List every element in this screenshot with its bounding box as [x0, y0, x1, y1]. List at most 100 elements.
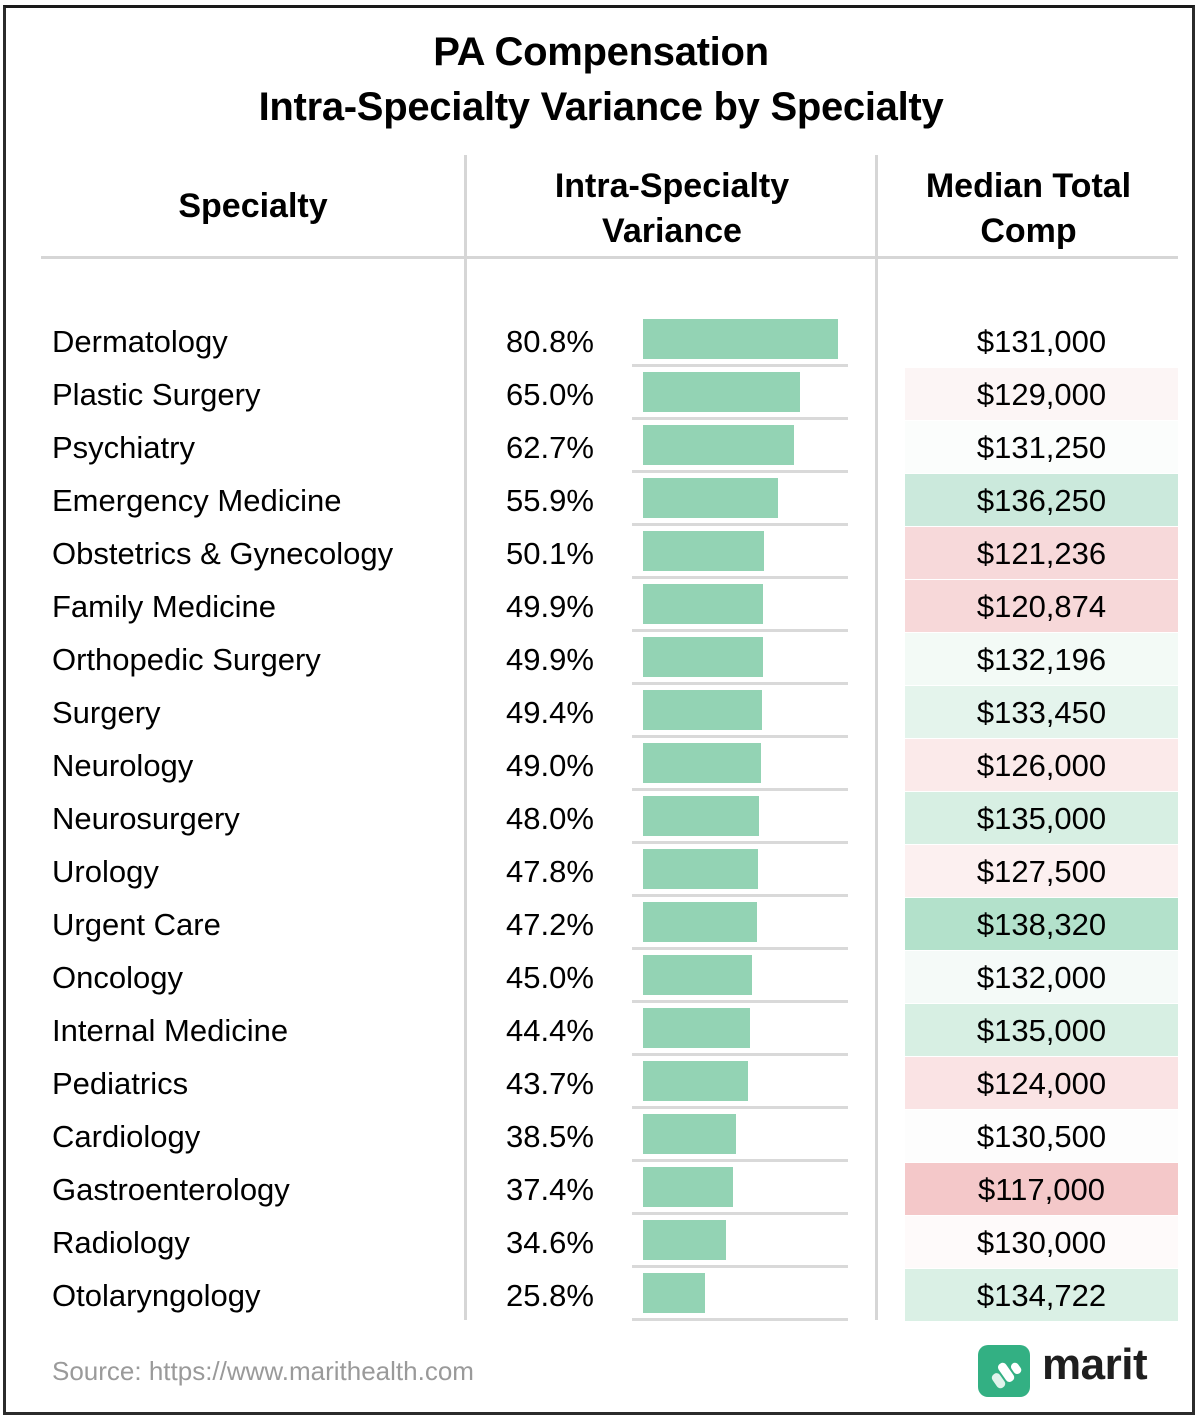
median-comp-value: $120,874 [976, 589, 1107, 624]
median-comp-value: $136,250 [976, 483, 1107, 518]
variance-bar [643, 584, 764, 624]
variance-bar [643, 319, 838, 359]
variance-label: 49.9% [506, 589, 594, 624]
specialty-name: Urology [52, 854, 159, 889]
bar-separator [632, 947, 848, 950]
comp-cell-bg [905, 845, 1178, 897]
variance-label: 25.8% [506, 1278, 594, 1313]
column-divider-2 [875, 155, 878, 1320]
median-comp-value: $129,000 [976, 377, 1107, 412]
variance-bar [643, 531, 764, 571]
specialty-name: Dermatology [52, 324, 228, 359]
comp-cell-bg [905, 1163, 1178, 1215]
comp-cell-bg [905, 792, 1178, 844]
comp-cell-bg [905, 474, 1178, 526]
variance-bar [643, 955, 752, 995]
bar-separator [632, 1318, 848, 1321]
variance-label: 65.0% [506, 377, 594, 412]
specialty-name: Radiology [52, 1225, 190, 1260]
variance-bar [643, 1273, 706, 1313]
header-variance-line2: Variance [602, 212, 742, 250]
variance-label: 48.0% [506, 801, 594, 836]
comp-cell-bg [905, 951, 1178, 1003]
variance-label: 34.6% [506, 1225, 594, 1260]
bar-separator [632, 576, 848, 579]
variance-bar [643, 1167, 734, 1207]
variance-label: 38.5% [506, 1119, 594, 1154]
variance-label: 47.8% [506, 854, 594, 889]
comp-cell-bg [905, 580, 1178, 632]
median-comp-value: $133,450 [976, 695, 1107, 730]
median-comp-value: $132,196 [976, 642, 1107, 677]
chart-title-line2: Intra-Specialty Variance by Specialty [258, 85, 944, 129]
variance-bar [643, 902, 757, 942]
variance-label: 50.1% [506, 536, 594, 571]
variance-bar [643, 637, 764, 677]
variance-bar [643, 743, 762, 783]
variance-bar [643, 849, 759, 889]
bar-separator [632, 1000, 848, 1003]
bar-separator [632, 470, 848, 473]
specialty-name: Surgery [52, 695, 161, 730]
specialty-name: Neurology [52, 748, 194, 783]
header-variance: Intra-Specialty Variance [468, 164, 876, 254]
header-underline [41, 256, 1178, 259]
median-comp-value: $121,236 [976, 536, 1107, 571]
median-comp-value: $135,000 [976, 1013, 1107, 1048]
specialty-name: Family Medicine [52, 589, 276, 624]
median-comp-value: $131,000 [976, 324, 1107, 359]
bar-separator [632, 1159, 848, 1162]
bar-separator [632, 788, 848, 791]
specialty-name: Oncology [52, 960, 183, 995]
column-divider-1 [464, 155, 467, 1320]
variance-bar [643, 1061, 749, 1101]
brand-name: marit [1042, 1340, 1148, 1389]
bar-separator [632, 894, 848, 897]
bar-separator [632, 1053, 848, 1056]
comp-cell-bg [905, 315, 1178, 367]
bar-separator [632, 1212, 848, 1215]
variance-bar [643, 690, 763, 730]
median-comp-value: $130,000 [976, 1225, 1107, 1260]
header-comp-line1: Median Total [925, 167, 1132, 205]
variance-bar [643, 372, 800, 412]
comp-cell-bg [905, 527, 1178, 579]
chart-frame [3, 5, 1195, 1415]
median-comp-value: $130,500 [976, 1119, 1107, 1154]
comp-cell-bg [905, 1057, 1178, 1109]
specialty-name: Emergency Medicine [52, 483, 342, 518]
variance-label: 37.4% [506, 1172, 594, 1207]
comp-cell-bg [905, 633, 1178, 685]
comp-cell-bg [905, 1004, 1178, 1056]
comp-cell-bg [905, 898, 1178, 950]
header-comp-line2: Comp [980, 212, 1077, 250]
variance-bar [643, 1008, 750, 1048]
bar-separator [632, 417, 848, 420]
variance-label: 49.0% [506, 748, 594, 783]
bar-separator [632, 1265, 848, 1268]
bar-separator [632, 364, 848, 367]
header-variance-line1: Intra-Specialty [554, 167, 790, 205]
variance-label: 44.4% [506, 1013, 594, 1048]
comp-cell-bg [905, 1216, 1178, 1268]
median-comp-value: $131,250 [976, 430, 1107, 465]
header-specialty: Specialty [178, 187, 328, 225]
variance-bar [643, 1114, 736, 1154]
variance-label: 55.9% [506, 483, 594, 518]
median-comp-value: $135,000 [976, 801, 1107, 836]
comp-cell-bg [905, 421, 1178, 473]
header-comp: Median Total Comp [879, 164, 1178, 254]
median-comp-value: $134,722 [976, 1278, 1107, 1313]
variance-bar [643, 478, 778, 518]
comp-cell-bg [905, 739, 1178, 791]
median-comp-value: $127,500 [976, 854, 1107, 889]
source-note: Source: https://www.marithealth.com [52, 1356, 474, 1386]
specialty-name: Orthopedic Surgery [52, 642, 321, 677]
specialty-name: Internal Medicine [52, 1013, 289, 1048]
comp-cell-bg [905, 686, 1178, 738]
variance-label: 49.9% [506, 642, 594, 677]
median-comp-value: $132,000 [976, 960, 1107, 995]
comp-cell-bg [905, 1269, 1178, 1321]
median-comp-value: $117,000 [978, 1172, 1105, 1207]
specialty-name: Psychiatry [52, 430, 195, 465]
